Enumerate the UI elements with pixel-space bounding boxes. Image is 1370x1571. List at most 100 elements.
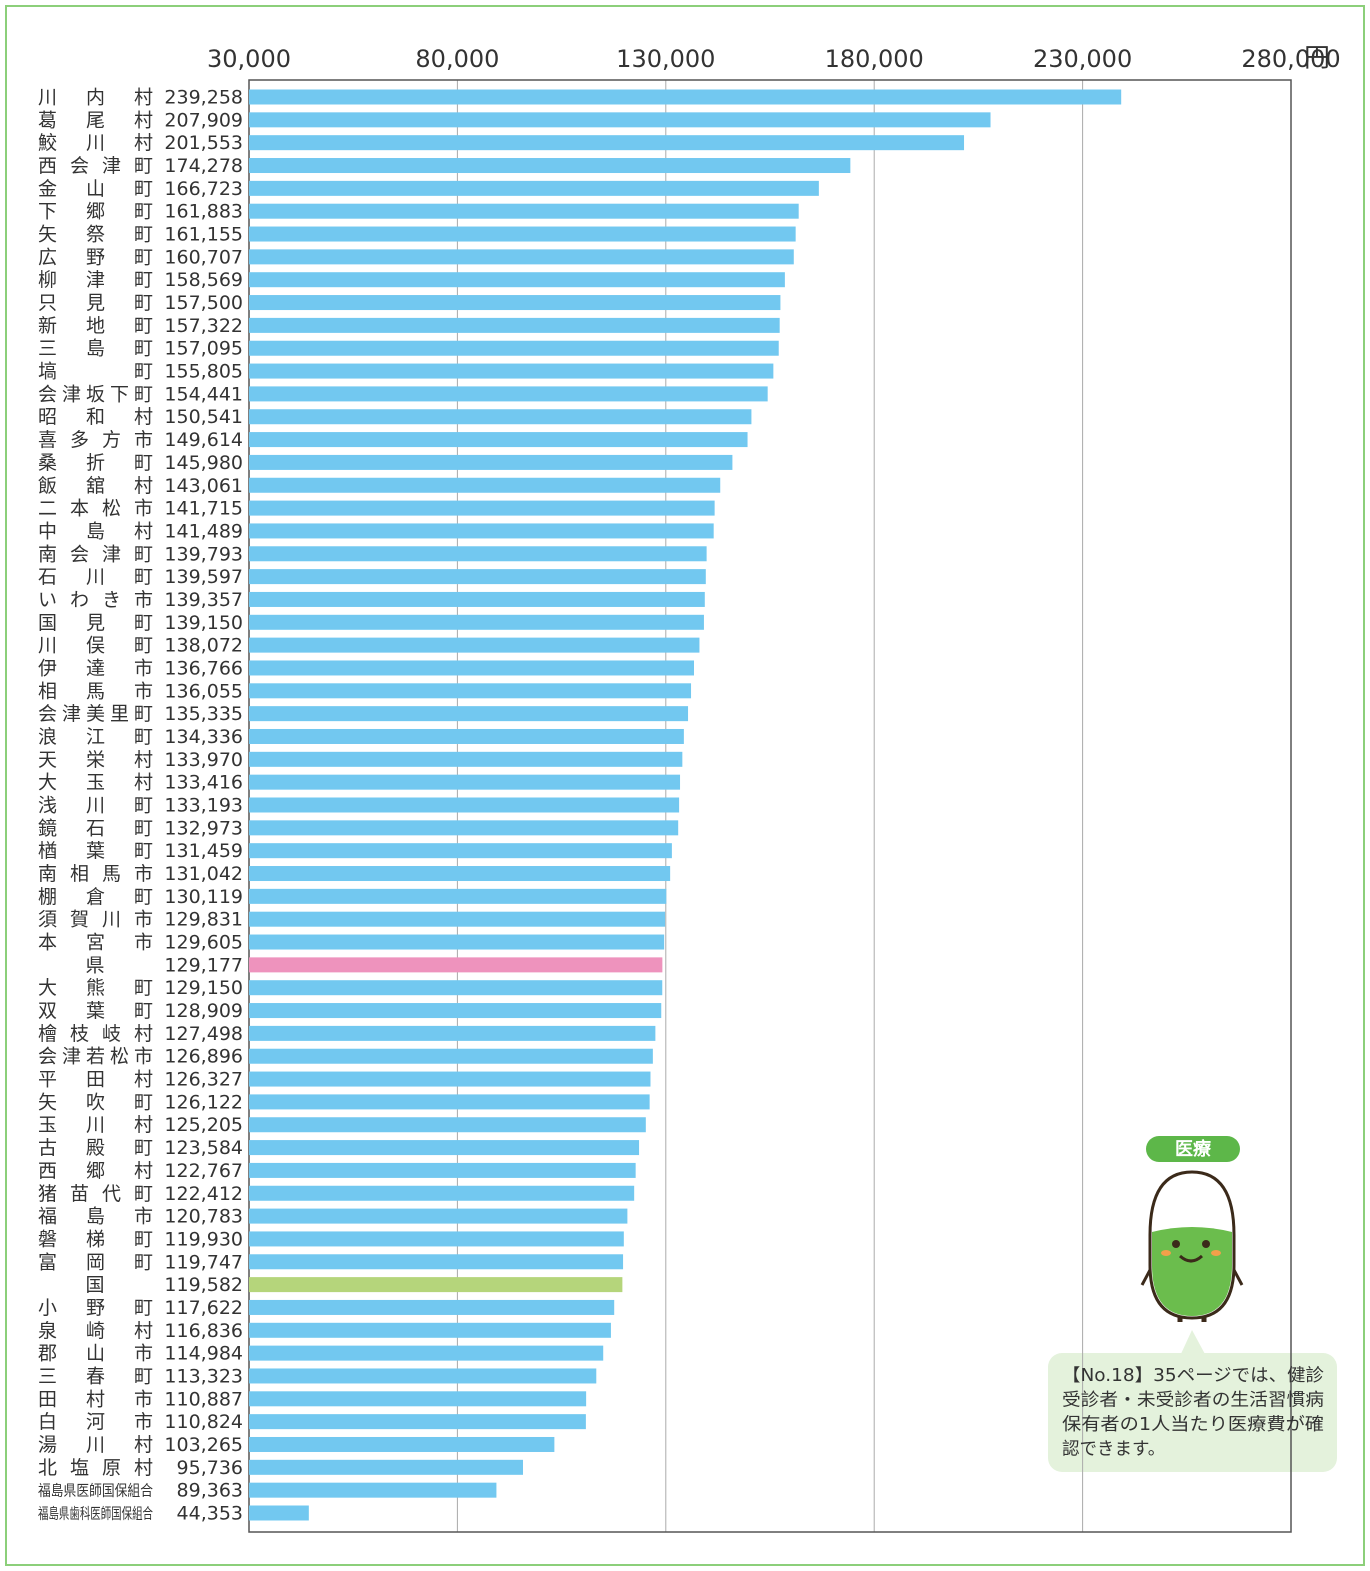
x-tick-label: 180,000 <box>825 45 924 73</box>
bar <box>249 980 662 995</box>
bar <box>249 1003 661 1018</box>
value-label: 130,119 <box>164 886 243 908</box>
bar <box>249 1391 586 1406</box>
y-tick-label: 西会津町 <box>38 155 153 177</box>
bar <box>249 615 704 630</box>
bar <box>249 249 794 264</box>
bar <box>249 683 691 698</box>
bar <box>249 820 678 835</box>
value-label: 135,335 <box>164 703 243 725</box>
bar <box>249 660 694 675</box>
value-label: 239,258 <box>164 87 243 109</box>
bar <box>249 798 679 813</box>
bar <box>249 90 1121 105</box>
value-label: 110,887 <box>164 1388 243 1410</box>
value-label: 103,265 <box>164 1434 243 1456</box>
bar <box>249 957 662 972</box>
value-label: 123,584 <box>164 1137 243 1159</box>
bar <box>249 204 799 219</box>
x-tick-label: 280,000 <box>1241 45 1340 73</box>
value-label: 89,363 <box>177 1480 243 1502</box>
y-tick-label: 昭和村 <box>38 406 153 428</box>
bar <box>249 1346 603 1361</box>
y-tick-label: 西郷村 <box>38 1160 153 1182</box>
bar <box>249 432 748 447</box>
value-label: 157,500 <box>164 292 243 314</box>
y-tick-label: 檜枝岐村 <box>38 1022 153 1045</box>
bar <box>249 272 785 287</box>
bar <box>249 1506 309 1521</box>
value-label: 126,896 <box>164 1046 243 1068</box>
value-label: 139,150 <box>164 612 243 634</box>
y-tick-label: 国 <box>85 1274 104 1296</box>
note-line: 認できます。 <box>1062 1440 1165 1460</box>
y-tick-label: 下郷町 <box>38 201 153 223</box>
value-label: 114,984 <box>164 1343 243 1365</box>
x-tick-label: 230,000 <box>1033 45 1132 73</box>
bar <box>249 752 682 767</box>
x-tick-label: 80,000 <box>415 45 499 73</box>
y-tick-label: 玉川村 <box>38 1114 153 1136</box>
y-tick-label: 大玉村 <box>38 772 153 794</box>
bar <box>249 1483 496 1498</box>
y-tick-label: 古殿町 <box>38 1137 153 1159</box>
value-label: 128,909 <box>164 1000 243 1022</box>
y-tick-label: 中島村 <box>38 520 153 542</box>
note-line: 受診者・未受診者の生活習慣病 <box>1062 1391 1324 1411</box>
value-label: 139,597 <box>164 566 243 588</box>
bar <box>249 1414 586 1429</box>
value-label: 131,459 <box>164 840 243 862</box>
bar <box>249 1094 650 1109</box>
value-label: 127,498 <box>164 1023 243 1045</box>
value-label: 150,541 <box>164 406 243 428</box>
y-tick-label: 浪江町 <box>38 726 153 748</box>
y-tick-label: 喜多方市 <box>38 429 153 451</box>
y-tick-label: 県 <box>85 954 104 976</box>
y-tick-label: 猪苗代町 <box>38 1183 153 1205</box>
bar <box>249 546 707 561</box>
y-tick-label: 矢吹町 <box>38 1091 153 1113</box>
bar <box>249 1163 636 1178</box>
value-label: 160,707 <box>164 246 243 268</box>
value-label: 129,150 <box>164 977 243 999</box>
value-label: 120,783 <box>164 1206 243 1228</box>
bar <box>249 1026 655 1041</box>
bar <box>249 1323 611 1338</box>
bar <box>249 1209 627 1224</box>
y-tick-label: 福島県医師国保組合 <box>38 1482 153 1500</box>
bar <box>249 523 714 538</box>
y-tick-label: 泉崎村 <box>38 1320 153 1342</box>
value-label: 158,569 <box>164 269 243 291</box>
bar <box>249 341 779 356</box>
value-label: 145,980 <box>164 452 243 474</box>
bar <box>249 889 666 904</box>
value-label: 143,061 <box>164 475 243 497</box>
bar <box>249 386 768 401</box>
bar <box>249 1049 653 1064</box>
value-label: 122,412 <box>164 1183 243 1205</box>
value-label: 136,055 <box>164 680 243 702</box>
bar <box>249 1186 634 1201</box>
value-label: 119,930 <box>164 1228 243 1250</box>
y-tick-label: 棚倉町 <box>38 886 153 908</box>
bar <box>249 729 684 744</box>
value-label: 155,805 <box>164 361 243 383</box>
y-tick-label: 福島県歯科医師国保組合 <box>38 1505 153 1523</box>
y-tick-label: 会津若松市 <box>38 1046 153 1068</box>
y-tick-label: 石川町 <box>38 566 153 588</box>
value-label: 95,736 <box>177 1457 243 1479</box>
bar <box>249 706 688 721</box>
value-label: 122,767 <box>164 1160 243 1182</box>
y-tick-label: 伊達市 <box>38 657 153 679</box>
bar <box>249 318 780 333</box>
y-tick-label: 新地町 <box>38 315 153 337</box>
bar <box>249 409 751 424</box>
y-tick-label: 富岡町 <box>38 1251 153 1273</box>
y-tick-label: 鏡石町 <box>38 817 153 839</box>
value-label: 133,416 <box>164 772 243 794</box>
value-label: 113,323 <box>164 1365 243 1387</box>
bar <box>249 1368 596 1383</box>
value-label: 119,582 <box>164 1274 243 1296</box>
y-tick-label: 桑折町 <box>38 452 153 474</box>
bar <box>249 1300 614 1315</box>
